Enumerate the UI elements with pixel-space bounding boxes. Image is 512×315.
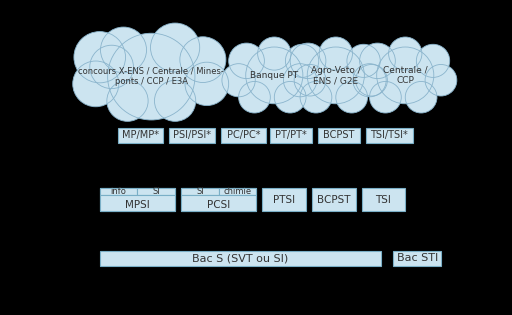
Ellipse shape bbox=[353, 64, 386, 97]
Ellipse shape bbox=[307, 47, 365, 104]
FancyBboxPatch shape bbox=[169, 128, 215, 143]
Text: MPSI: MPSI bbox=[125, 200, 150, 210]
Ellipse shape bbox=[406, 82, 437, 113]
FancyBboxPatch shape bbox=[312, 188, 356, 211]
FancyBboxPatch shape bbox=[100, 188, 175, 211]
Ellipse shape bbox=[246, 47, 303, 104]
Text: TSI: TSI bbox=[375, 195, 391, 205]
Ellipse shape bbox=[229, 43, 264, 78]
FancyBboxPatch shape bbox=[100, 251, 381, 266]
Ellipse shape bbox=[107, 80, 148, 121]
Text: Banque PT: Banque PT bbox=[250, 71, 298, 80]
FancyBboxPatch shape bbox=[100, 195, 175, 211]
Ellipse shape bbox=[359, 43, 395, 78]
Text: PSI/PSI*: PSI/PSI* bbox=[173, 130, 211, 140]
Ellipse shape bbox=[90, 45, 134, 89]
Text: BCPST: BCPST bbox=[317, 195, 351, 205]
Ellipse shape bbox=[155, 80, 196, 121]
FancyBboxPatch shape bbox=[137, 188, 175, 195]
Ellipse shape bbox=[258, 37, 291, 70]
Ellipse shape bbox=[151, 23, 200, 72]
Ellipse shape bbox=[389, 37, 422, 70]
Text: Bac S (SVT ou SI): Bac S (SVT ou SI) bbox=[193, 253, 289, 263]
Text: BCPST: BCPST bbox=[323, 130, 354, 140]
Ellipse shape bbox=[74, 32, 125, 83]
Ellipse shape bbox=[370, 82, 401, 113]
FancyBboxPatch shape bbox=[318, 128, 359, 143]
Ellipse shape bbox=[239, 82, 270, 113]
Ellipse shape bbox=[425, 65, 457, 96]
Text: chimie: chimie bbox=[224, 187, 252, 196]
Ellipse shape bbox=[356, 65, 388, 96]
Ellipse shape bbox=[319, 37, 352, 70]
FancyBboxPatch shape bbox=[181, 188, 219, 195]
Text: Agro-Veto /
ENS / G2E: Agro-Veto / ENS / G2E bbox=[311, 66, 360, 85]
FancyBboxPatch shape bbox=[181, 195, 257, 211]
FancyBboxPatch shape bbox=[393, 251, 441, 266]
Text: TSI/TSI*: TSI/TSI* bbox=[371, 130, 408, 140]
FancyBboxPatch shape bbox=[221, 128, 266, 143]
Text: concours X-ENS / Centrale / Mines-
ponts / CCP / E3A: concours X-ENS / Centrale / Mines- ponts… bbox=[78, 67, 224, 86]
Ellipse shape bbox=[100, 27, 146, 73]
Text: PC/PC*: PC/PC* bbox=[227, 130, 260, 140]
FancyBboxPatch shape bbox=[100, 188, 137, 195]
FancyBboxPatch shape bbox=[219, 188, 257, 195]
FancyBboxPatch shape bbox=[262, 188, 306, 211]
Ellipse shape bbox=[294, 65, 326, 96]
Ellipse shape bbox=[180, 37, 226, 83]
Ellipse shape bbox=[416, 44, 450, 77]
Ellipse shape bbox=[222, 64, 255, 97]
Ellipse shape bbox=[336, 82, 368, 113]
Ellipse shape bbox=[285, 44, 319, 77]
Ellipse shape bbox=[284, 64, 317, 97]
Ellipse shape bbox=[377, 47, 434, 104]
Ellipse shape bbox=[347, 44, 380, 77]
Text: info: info bbox=[111, 187, 126, 196]
Ellipse shape bbox=[185, 62, 229, 106]
Text: PT/PT*: PT/PT* bbox=[275, 130, 307, 140]
Text: MP/MP*: MP/MP* bbox=[122, 130, 159, 140]
Text: PCSI: PCSI bbox=[207, 200, 230, 210]
Text: Centrale /
CCP: Centrale / CCP bbox=[383, 66, 428, 85]
Text: Bac STI: Bac STI bbox=[396, 253, 438, 263]
FancyBboxPatch shape bbox=[366, 128, 413, 143]
FancyBboxPatch shape bbox=[118, 128, 163, 143]
Ellipse shape bbox=[300, 82, 332, 113]
Text: PTSI: PTSI bbox=[273, 195, 295, 205]
Text: SI: SI bbox=[196, 187, 204, 196]
Ellipse shape bbox=[290, 43, 326, 78]
FancyBboxPatch shape bbox=[270, 128, 312, 143]
Text: SI: SI bbox=[153, 187, 160, 196]
FancyBboxPatch shape bbox=[361, 188, 406, 211]
Ellipse shape bbox=[274, 82, 306, 113]
Ellipse shape bbox=[108, 33, 195, 120]
Ellipse shape bbox=[73, 61, 119, 107]
FancyBboxPatch shape bbox=[181, 188, 257, 211]
